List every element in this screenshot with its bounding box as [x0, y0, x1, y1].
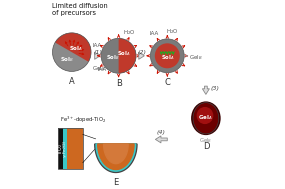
Bar [58, 128, 83, 169]
Text: (2): (2) [138, 50, 147, 55]
Text: C: C [164, 78, 170, 87]
Text: Gel$_A$: Gel$_A$ [198, 113, 212, 122]
Text: IAA: IAA [97, 67, 107, 72]
Bar [63, 128, 68, 169]
Text: Sol$_A$: Sol$_A$ [117, 50, 131, 58]
Text: Sol$_A$: Sol$_A$ [161, 53, 175, 62]
Text: TiO$_2$: TiO$_2$ [56, 143, 65, 155]
Wedge shape [119, 38, 136, 73]
Text: A: A [69, 77, 75, 86]
Polygon shape [95, 144, 137, 172]
Polygon shape [98, 144, 134, 170]
Circle shape [155, 43, 180, 68]
Circle shape [101, 38, 136, 73]
Text: Sol$_A$: Sol$_A$ [69, 44, 84, 53]
Text: E: E [113, 178, 119, 187]
Wedge shape [55, 33, 91, 62]
Text: Gel$_B$: Gel$_B$ [189, 53, 202, 62]
Text: D: D [203, 142, 209, 151]
Text: IAA: IAA [93, 43, 102, 48]
Text: B: B [116, 79, 122, 88]
Text: Limited diffusion
of precursors: Limited diffusion of precursors [52, 2, 107, 16]
Circle shape [150, 39, 184, 73]
Polygon shape [96, 144, 136, 171]
Text: H$_2$O: H$_2$O [123, 28, 136, 36]
Text: $\gamma$-Fe$_2$O$_3$: $\gamma$-Fe$_2$O$_3$ [61, 139, 69, 158]
Text: (1): (1) [94, 50, 103, 55]
Ellipse shape [191, 101, 221, 135]
Polygon shape [103, 144, 128, 164]
Bar [58, 128, 63, 169]
Circle shape [52, 33, 91, 71]
Text: (4): (4) [157, 130, 166, 135]
Text: Sol$_B$: Sol$_B$ [60, 55, 74, 64]
Text: Gel$_B$: Gel$_B$ [199, 136, 212, 145]
Text: Gel$_B$: Gel$_B$ [91, 64, 105, 73]
Text: H$_2$O: H$_2$O [166, 27, 178, 36]
Text: Fe$^{3+}$-doped-TiO$_2$: Fe$^{3+}$-doped-TiO$_2$ [60, 115, 107, 125]
Text: IAA: IAA [150, 31, 159, 36]
Text: Sol$_B$: Sol$_B$ [106, 53, 119, 62]
Bar [68, 128, 83, 169]
Text: (3): (3) [210, 86, 219, 91]
Ellipse shape [193, 103, 219, 134]
Ellipse shape [197, 107, 213, 124]
